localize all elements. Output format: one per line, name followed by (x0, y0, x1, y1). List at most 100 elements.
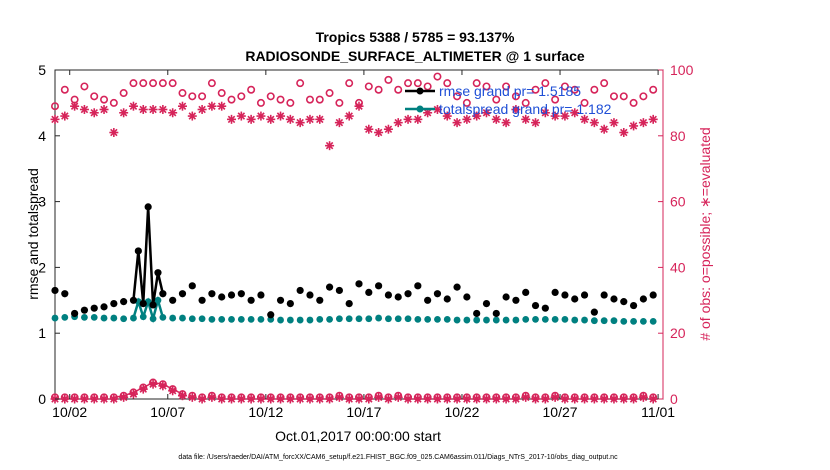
rmse-point (257, 291, 265, 299)
spread-point (473, 316, 481, 324)
obs-possible-point (217, 89, 226, 98)
obs-possible-point (60, 85, 69, 94)
rmse-point (149, 301, 157, 309)
spread-point (532, 315, 539, 323)
obs-evaluated-point (305, 114, 315, 124)
obs-evaluated-zero-point (540, 394, 550, 404)
obs-possible-point (227, 95, 236, 104)
spread-point (355, 315, 363, 323)
spread-point (365, 315, 373, 323)
spread-point (159, 314, 167, 321)
spread-point (296, 316, 304, 324)
obs-evaluated-point (580, 114, 590, 124)
obs-evaluated-point (109, 128, 119, 138)
y-right-tick-label-4: 80 (670, 128, 686, 144)
obs-evaluated-point (246, 114, 256, 124)
spread-point (600, 317, 608, 325)
rmse-point (551, 288, 559, 297)
obs-evaluated-point (511, 104, 521, 114)
rmse-point (433, 290, 442, 298)
obs-possible-point (207, 79, 216, 88)
obs-possible-point (188, 92, 197, 101)
obs-evaluated-point (79, 104, 89, 114)
x-tick-label-2: 10/12 (248, 404, 283, 420)
obs-possible-point (619, 92, 628, 101)
obs-possible-point (139, 79, 148, 88)
obs-possible-point (158, 79, 167, 88)
rmse-point (541, 304, 549, 312)
obs-evaluated-point (423, 108, 433, 118)
obs-evaluated-point (589, 118, 599, 128)
obs-evaluated-zero-point (638, 392, 648, 402)
chart-title: Tropics 5388 / 5785 = 93.137% (316, 29, 515, 45)
obs-evaluated-point (364, 124, 374, 134)
obs-evaluated-point (609, 118, 619, 128)
spread-point (581, 316, 588, 324)
obs-evaluated-zero-point (354, 394, 364, 404)
rmse-point (443, 295, 451, 303)
obs-evaluated-point (217, 101, 227, 111)
spread-point (218, 315, 226, 323)
obs-evaluated-zero-point (580, 394, 590, 404)
spread-point (198, 315, 206, 323)
obs-possible-point (168, 79, 177, 88)
obs-possible-point (472, 79, 481, 88)
obs-possible-point (129, 79, 138, 88)
rmse-point (404, 290, 412, 298)
obs-evaluated-zero-point (70, 394, 80, 404)
rmse-point (188, 282, 196, 290)
legend-spread-marker (416, 105, 424, 113)
obs-possible-point (305, 95, 314, 104)
obs-possible-point (247, 85, 256, 94)
obs-possible-point (256, 98, 265, 107)
spread-point (443, 315, 451, 323)
obs-evaluated-zero-point (413, 394, 423, 404)
obs-evaluated-point (60, 111, 70, 121)
obs-evaluated-point (315, 114, 325, 124)
obs-evaluated-point (638, 118, 648, 128)
obs-zero-line (113, 381, 183, 399)
spread-point (169, 314, 177, 322)
obs-evaluated-point (236, 111, 246, 121)
obs-evaluated-point (491, 114, 501, 124)
obs-evaluated-point (472, 111, 482, 121)
obs-possible-point (384, 75, 393, 84)
obs-possible-point (50, 102, 59, 111)
spread-point (394, 315, 402, 323)
spread-point (188, 315, 196, 323)
obs-possible-point (423, 82, 432, 91)
spread-point (277, 316, 284, 324)
obs-evaluated-point (531, 118, 541, 128)
spread-point (179, 314, 186, 322)
rmse-point (237, 290, 245, 298)
spread-point (51, 314, 59, 322)
rmse-point (110, 299, 118, 308)
rmse-point (424, 296, 432, 304)
spread-point (316, 315, 324, 323)
spread-point (385, 315, 392, 323)
rmse-point (169, 296, 177, 304)
obs-evaluated-point (550, 111, 560, 121)
rmse-point (365, 288, 373, 297)
obs-evaluated-point (128, 101, 138, 111)
obs-possible-point (266, 92, 275, 101)
rmse-point (286, 299, 294, 308)
obs-possible-point (413, 79, 422, 88)
x-tick-label-5: 10/27 (543, 404, 578, 420)
obs-possible-point (286, 98, 295, 107)
obs-evaluated-zero-point (305, 394, 315, 404)
obs-evaluated-zero-point (197, 394, 207, 404)
obs-possible-point (502, 82, 511, 91)
spread-point (404, 315, 412, 323)
spread-point (149, 315, 157, 323)
obs-evaluated-point (648, 114, 658, 124)
obs-evaluated-point (119, 108, 129, 118)
obs-evaluated-zero-point (374, 392, 384, 402)
spread-point (345, 315, 353, 323)
obs-evaluated-zero-point (344, 394, 354, 404)
obs-possible-point (345, 79, 354, 88)
obs-evaluated-zero-point (187, 392, 197, 402)
spread-point (424, 315, 432, 323)
spread-point (154, 296, 162, 304)
obs-possible-point (237, 92, 246, 101)
